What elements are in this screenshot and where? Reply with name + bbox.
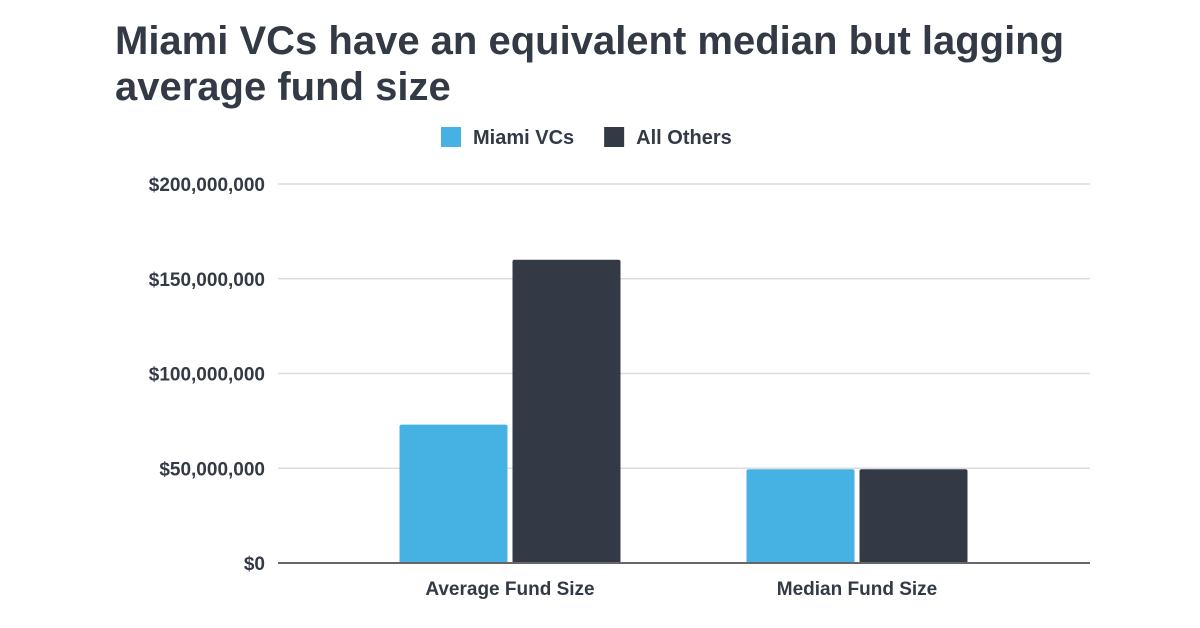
x-tick-label: Average Fund Size (425, 579, 594, 600)
y-tick-label: $0 (244, 554, 265, 575)
bar (859, 469, 968, 563)
bar (399, 424, 508, 563)
legend-label: Miami VCs (473, 127, 574, 149)
y-tick-label: $100,000,000 (149, 365, 265, 386)
bar (746, 469, 855, 563)
y-tick-label: $200,000,000 (149, 175, 265, 196)
y-tick-label: $150,000,000 (149, 270, 265, 291)
chart-title: Miami VCs have an equivalent median but … (115, 19, 1065, 109)
y-tick-label: $50,000,000 (159, 459, 265, 480)
legend-swatch (441, 127, 461, 147)
x-tick-label: Median Fund Size (777, 579, 937, 600)
legend-label: All Others (636, 127, 732, 149)
bar (512, 259, 621, 563)
legend-swatch (604, 127, 625, 147)
